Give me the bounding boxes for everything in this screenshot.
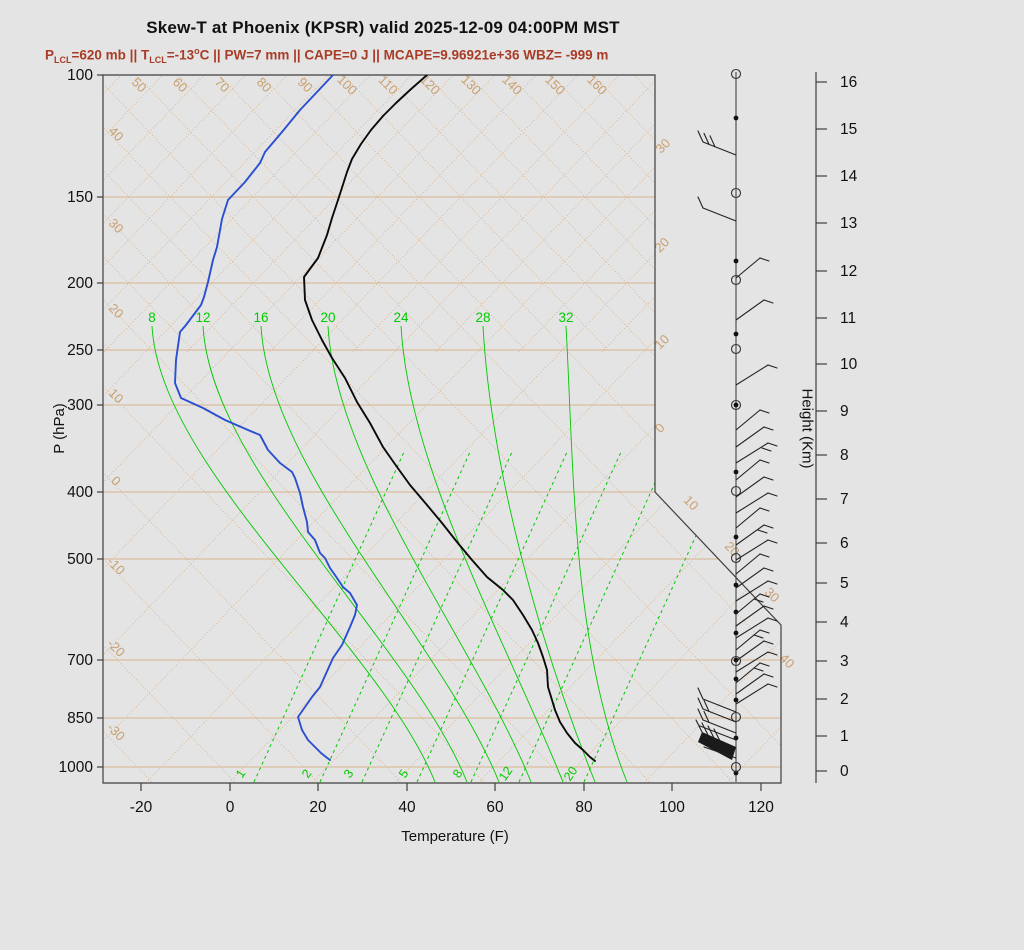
pressure-gridlines	[103, 196, 781, 768]
svg-text:40: 40	[777, 650, 798, 671]
svg-text:5: 5	[840, 575, 849, 592]
svg-text:13: 13	[840, 215, 857, 232]
svg-text:20: 20	[106, 300, 127, 321]
svg-text:10: 10	[840, 356, 858, 373]
chart-title: Skew-T at Phoenix (KPSR) valid 2025-12-0…	[146, 18, 620, 37]
svg-text:8: 8	[840, 447, 849, 464]
svg-text:90: 90	[295, 74, 316, 95]
svg-text:-10: -10	[104, 554, 128, 578]
svg-text:120: 120	[417, 72, 443, 98]
svg-text:2: 2	[840, 691, 849, 708]
svg-text:20: 20	[320, 310, 335, 325]
svg-text:0: 0	[652, 420, 668, 436]
svg-text:-30: -30	[104, 720, 128, 744]
svg-text:15: 15	[840, 121, 857, 138]
dewpoint-curve	[174, 75, 358, 761]
svg-text:80: 80	[254, 74, 275, 95]
tan-isoline-labels: 50 60 70 80 90 100 110 120 130 140 150 160403020100…	[104, 72, 797, 744]
svg-text:150: 150	[67, 189, 93, 206]
svg-text:12: 12	[195, 310, 210, 325]
pressure-axis-title: P (hPa)	[50, 403, 68, 454]
svg-text:8: 8	[148, 310, 156, 325]
chart-subtitle: PLCL=620 mb || TLCL=-13oC || PW=7 mm || …	[45, 46, 609, 66]
svg-text:140: 140	[499, 72, 525, 98]
svg-text:110: 110	[376, 72, 401, 97]
svg-text:20: 20	[561, 764, 580, 783]
svg-text:30: 30	[106, 215, 127, 236]
svg-text:24: 24	[393, 310, 409, 325]
svg-text:400: 400	[67, 484, 93, 501]
svg-text:11: 11	[840, 310, 856, 327]
svg-text:60: 60	[170, 74, 191, 95]
svg-text:60: 60	[486, 799, 504, 816]
svg-text:40: 40	[398, 799, 416, 816]
svg-text:160: 160	[584, 72, 610, 98]
svg-text:40: 40	[106, 123, 127, 144]
svg-text:12: 12	[496, 764, 515, 783]
svg-text:500: 500	[67, 551, 93, 568]
pressure-axis: 100 150 200 250 300 400 500 700 850 1000	[59, 67, 103, 776]
svg-text:120: 120	[748, 799, 774, 816]
svg-text:-20: -20	[130, 799, 153, 816]
svg-text:6: 6	[840, 535, 849, 552]
svg-text:8: 8	[450, 767, 465, 781]
svg-text:100: 100	[659, 799, 685, 816]
svg-text:50: 50	[129, 74, 150, 95]
svg-text:10: 10	[681, 492, 702, 513]
svg-text:4: 4	[840, 614, 849, 631]
svg-text:2: 2	[299, 767, 314, 781]
temperature-curve	[303, 75, 596, 762]
svg-text:28: 28	[475, 310, 490, 325]
green-labels: 8 12 16 20 24 28 321 2 3 5 8 12 20	[148, 310, 580, 783]
svg-text:300: 300	[67, 397, 93, 414]
svg-text:3: 3	[840, 653, 849, 670]
plot-border	[102, 74, 782, 784]
svg-text:-20: -20	[104, 636, 128, 660]
svg-text:20: 20	[309, 799, 327, 816]
svg-text:32: 32	[558, 310, 573, 325]
lattice-downright	[103, 75, 781, 783]
svg-text:130: 130	[458, 72, 484, 98]
temperature-axis-title: Temperature (F)	[401, 828, 509, 845]
svg-text:16: 16	[253, 310, 268, 325]
svg-text:150: 150	[542, 72, 568, 98]
svg-text:250: 250	[67, 342, 93, 359]
svg-text:1000: 1000	[59, 759, 94, 776]
svg-text:16: 16	[840, 74, 857, 91]
moist-adiabats	[151, 325, 628, 783]
svg-text:200: 200	[67, 275, 93, 292]
temperature-axis: -20 0 20 40 60 80 100 120	[130, 783, 774, 816]
wind-barb-column	[695, 68, 778, 782]
svg-text:850: 850	[67, 710, 93, 727]
svg-text:9: 9	[840, 403, 849, 420]
svg-text:12: 12	[840, 263, 857, 280]
lattice-upright	[103, 75, 781, 783]
svg-text:80: 80	[575, 799, 593, 816]
svg-text:10: 10	[106, 385, 127, 406]
svg-text:1: 1	[233, 767, 248, 781]
svg-text:14: 14	[840, 168, 858, 185]
svg-text:3: 3	[341, 767, 356, 781]
height-axis-title: Height (Km)	[798, 388, 816, 469]
svg-text:0: 0	[840, 763, 849, 780]
svg-text:7: 7	[840, 491, 849, 508]
svg-text:100: 100	[67, 67, 93, 84]
svg-text:1: 1	[840, 728, 849, 745]
svg-text:100: 100	[334, 72, 360, 98]
svg-text:700: 700	[67, 652, 93, 669]
svg-text:0: 0	[226, 799, 235, 816]
svg-text:30: 30	[762, 584, 783, 605]
svg-text:70: 70	[212, 74, 233, 95]
